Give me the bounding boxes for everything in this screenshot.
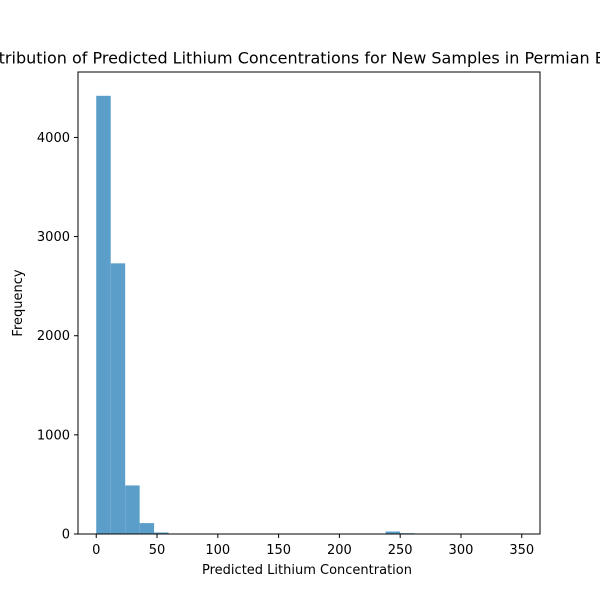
histogram-bar [110,263,126,534]
histogram-bar [96,95,111,534]
y-tick-label: 0 [62,528,70,543]
x-tick-label: 250 [388,543,413,558]
x-tick-label: 300 [449,543,474,558]
x-tick-label: 100 [205,543,230,558]
y-tick-label: 3000 [37,230,70,245]
y-tick-label: 4000 [37,131,70,146]
y-tick-label: 1000 [37,428,70,443]
x-tick-label: 0 [92,543,100,558]
x-tick-label: 200 [327,543,352,558]
x-tick-label: 150 [266,543,291,558]
plot-area-frame [77,71,541,535]
x-axis-ticks: 0 50 100 150 200 250 300 350 [92,534,534,558]
chart-title: Distribution of Predicted Lithium Concen… [0,49,600,68]
histogram-bar [385,531,401,534]
histogram-bar [139,523,155,534]
bars-layer [96,95,531,534]
y-tick-label: 2000 [37,329,70,344]
histogram-bar [154,532,169,534]
histogram-bar [125,485,140,534]
y-axis-ticks: 0 1000 2000 3000 4000 [37,131,78,543]
x-tick-label: 50 [149,543,166,558]
y-axis-label: Frequency [11,269,26,336]
x-axis-label: Predicted Lithium Concentration [202,563,412,578]
x-tick-label: 350 [509,543,534,558]
